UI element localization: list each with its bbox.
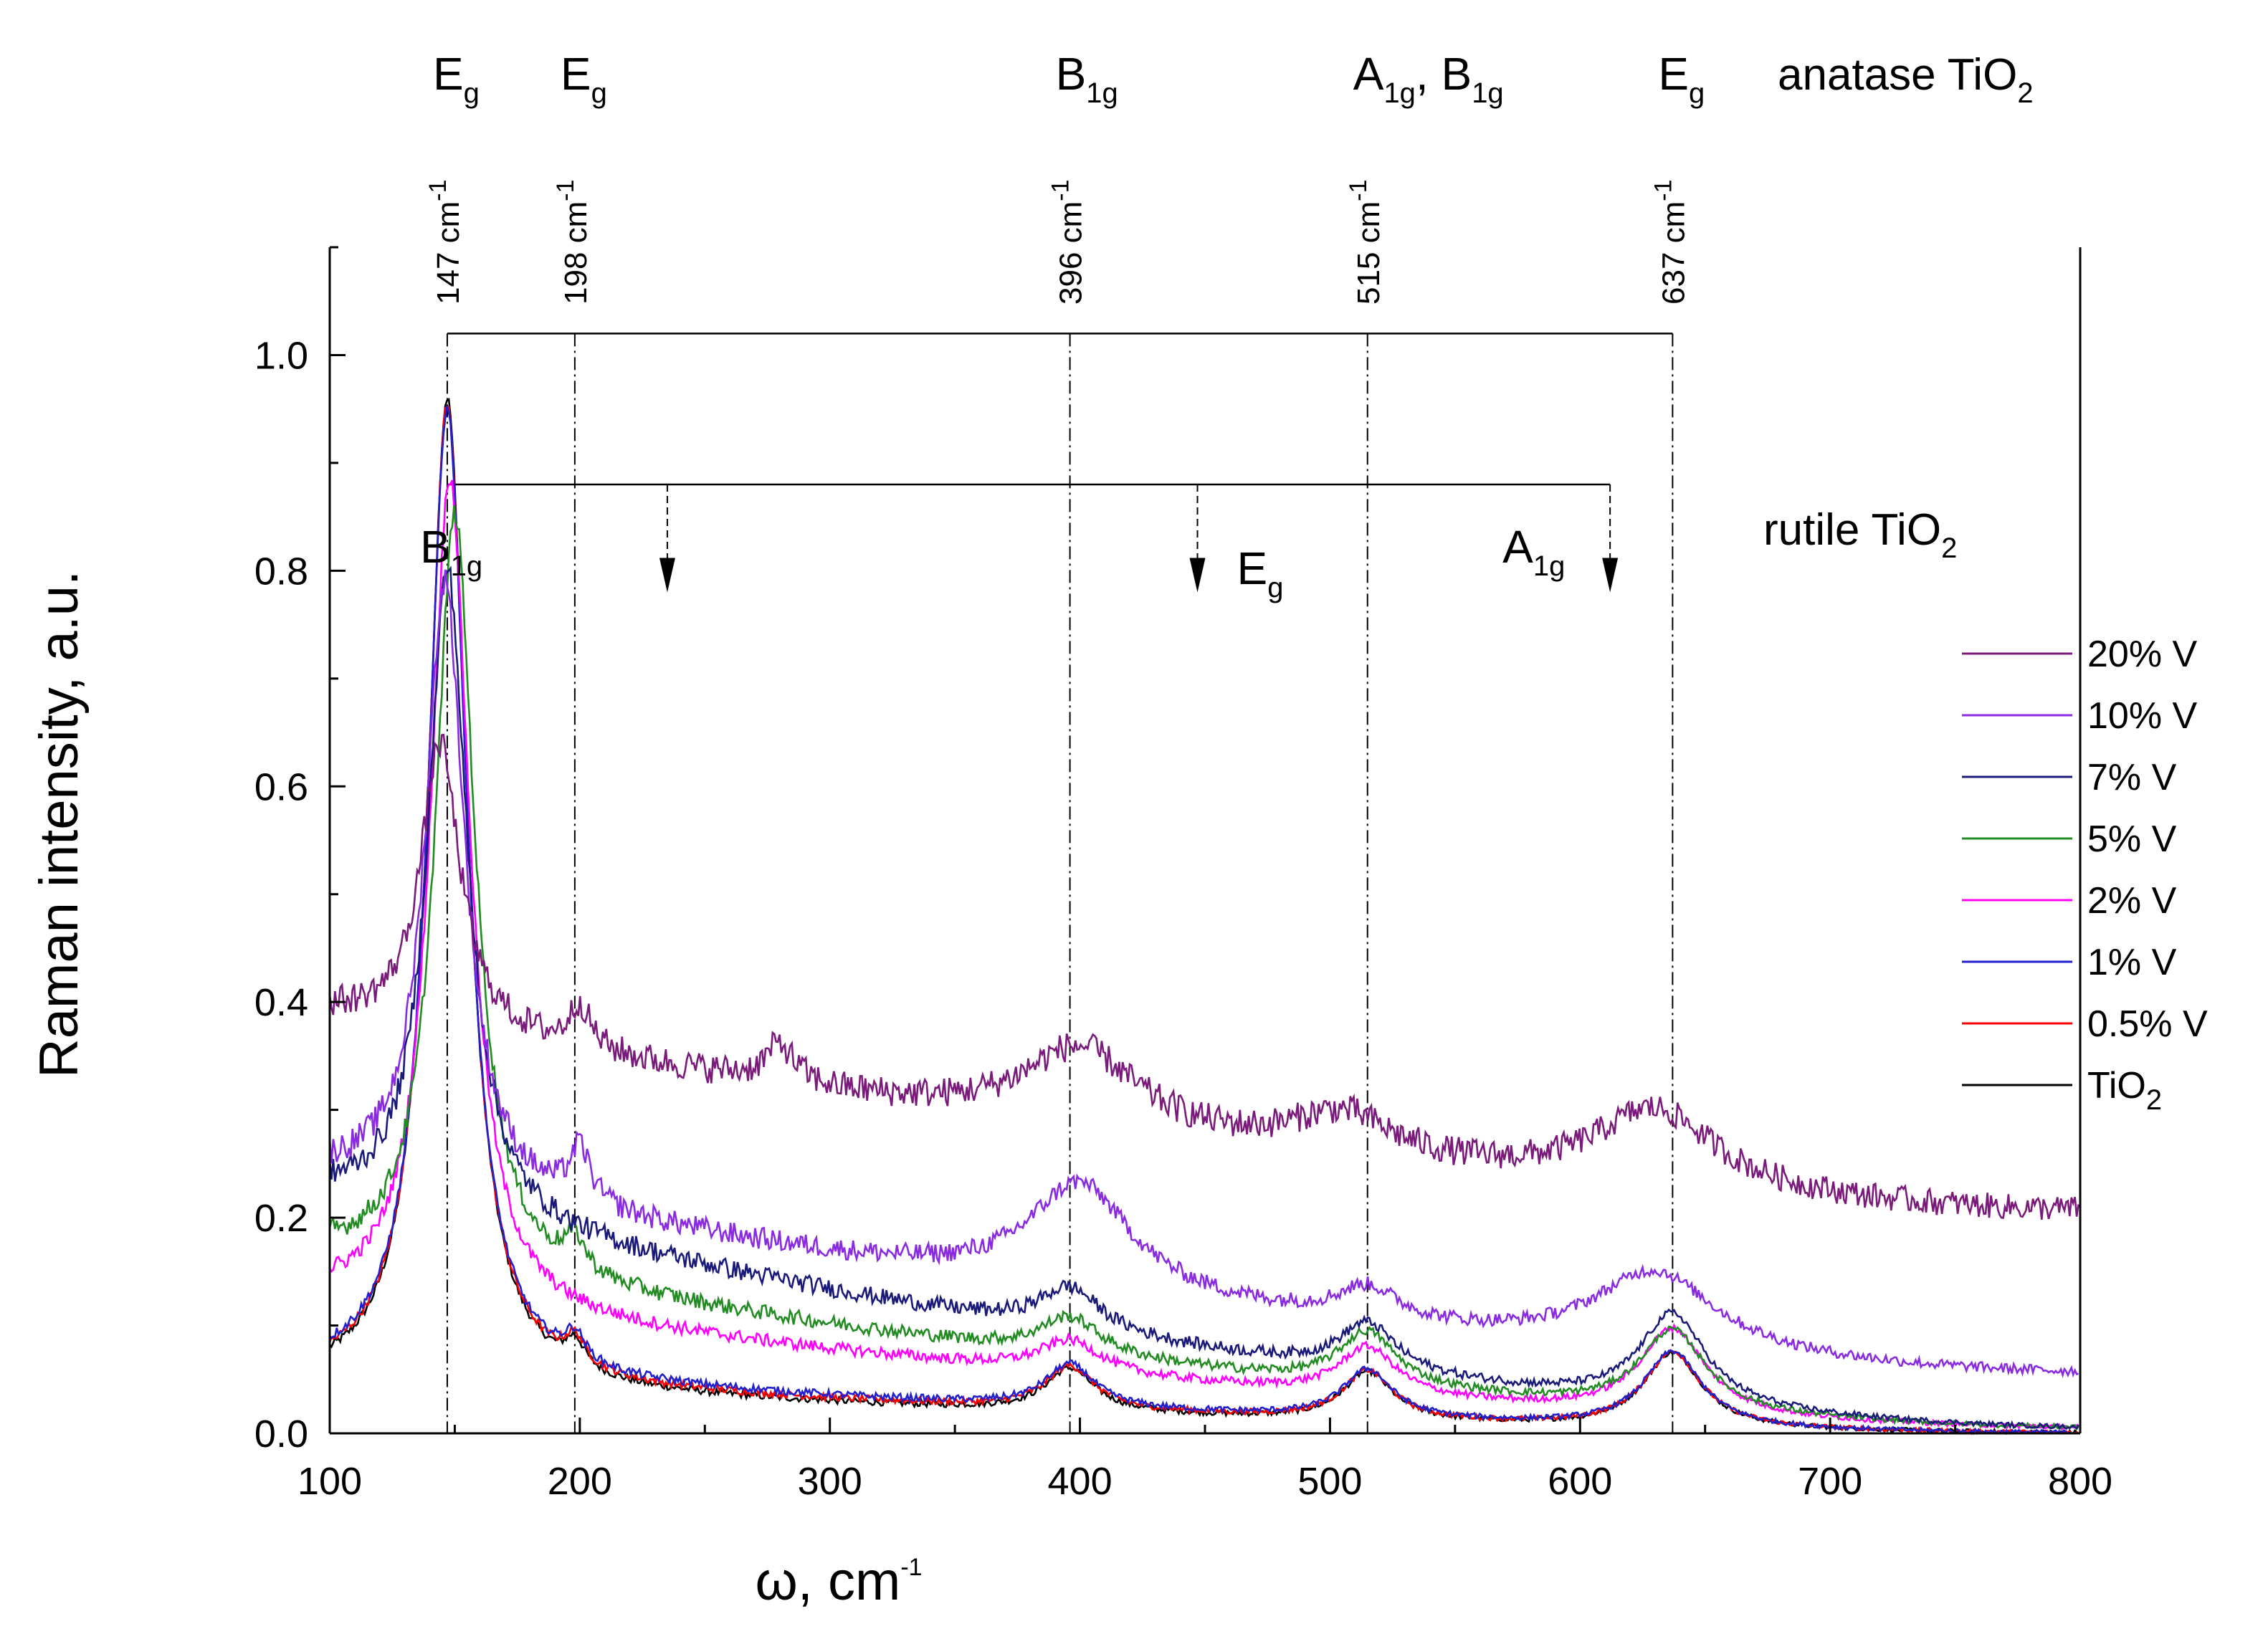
anatase-mode-symbol: B1g — [1056, 48, 1118, 109]
rutile-mode-arrowhead — [1189, 558, 1206, 593]
rutile-mode-symbol: B1g — [420, 521, 482, 582]
legend-label: 2% V — [2087, 880, 2177, 922]
y-axis-title: Raman intensity, a.u. — [29, 570, 90, 1078]
series-line-5-v — [328, 505, 2079, 1431]
rutile-phase-label: rutile TiO2 — [1763, 505, 1957, 564]
y-tick-label: 0.0 — [254, 1413, 308, 1456]
y-tick-label: 0.2 — [254, 1197, 308, 1240]
x-tick-label: 300 — [798, 1460, 862, 1503]
x-axis-title-sup: -1 — [900, 1554, 922, 1581]
anatase-mode-symbol: Eg — [1658, 48, 1705, 109]
y-tick-label: 0.6 — [254, 765, 308, 808]
legend-label: TiO2 — [2087, 1065, 2162, 1116]
anatase-freq-label: 147 cm-1 — [424, 179, 466, 305]
x-tick-label: 500 — [1297, 1460, 1362, 1503]
axes: 100 200 300 400 500 600 700 800 0.0 0.2 0.4 0.6 0.8 1… — [254, 246, 2112, 1503]
legend: 20% V 10% V 7% V 5% V 2% V 1% V 0.5% V TiO2 — [1962, 634, 2208, 1116]
anatase-freq-label: 396 cm-1 — [1047, 179, 1089, 305]
x-tick-label: 100 — [297, 1460, 362, 1503]
legend-label: 7% V — [2087, 757, 2177, 798]
series-layer — [328, 397, 2079, 1435]
series-line-7-v — [328, 565, 2079, 1430]
anatase-freq-label: 198 cm-1 — [552, 179, 594, 305]
rutile-mode-arrowhead — [1602, 558, 1619, 593]
x-axis-title: ω, cm-1 — [755, 1551, 922, 1612]
legend-label: 10% V — [2087, 695, 2198, 737]
anatase-freq-label: 637 cm-1 — [1649, 179, 1691, 305]
legend-label: 5% V — [2087, 818, 2177, 860]
x-axis-title-main: ω, cm — [755, 1551, 900, 1612]
legend-label: 0.5% V — [2087, 1003, 2208, 1045]
y-tick-label: 0.8 — [254, 550, 308, 593]
series-line-1-v — [329, 406, 2079, 1435]
anatase-mode-symbol: A1g, B1g — [1353, 48, 1504, 109]
annotations: 147 cm-1 Eg 198 cm-1 Eg 396 cm-1 B1g 515 cm-1 A… — [420, 48, 2034, 603]
series-line-10-v — [328, 569, 2079, 1378]
reference-lines — [446, 333, 1674, 1433]
x-tick-label: 800 — [2048, 1460, 2112, 1503]
x-tick-label: 200 — [548, 1460, 612, 1503]
y-tick-label: 1.0 — [254, 334, 308, 377]
y-tick-label: 0.4 — [254, 981, 308, 1024]
series-line-20-v — [328, 733, 2079, 1220]
anatase-mode-symbol: Eg — [433, 48, 480, 109]
legend-label: 1% V — [2087, 942, 2177, 983]
x-tick-label: 600 — [1548, 1460, 1612, 1503]
x-tick-label: 400 — [1048, 1460, 1112, 1503]
rutile-mode-symbol: Eg — [1237, 543, 1284, 603]
legend-label: 20% V — [2087, 634, 2198, 675]
x-tick-label: 700 — [1798, 1460, 1862, 1503]
anatase-freq-label: 515 cm-1 — [1345, 179, 1386, 305]
rutile-mode-symbol: A1g — [1502, 521, 1565, 582]
rutile-mode-arrowhead — [659, 558, 675, 593]
anatase-phase-label: anatase TiO2 — [1778, 50, 2034, 109]
anatase-mode-symbol: Eg — [561, 48, 607, 109]
